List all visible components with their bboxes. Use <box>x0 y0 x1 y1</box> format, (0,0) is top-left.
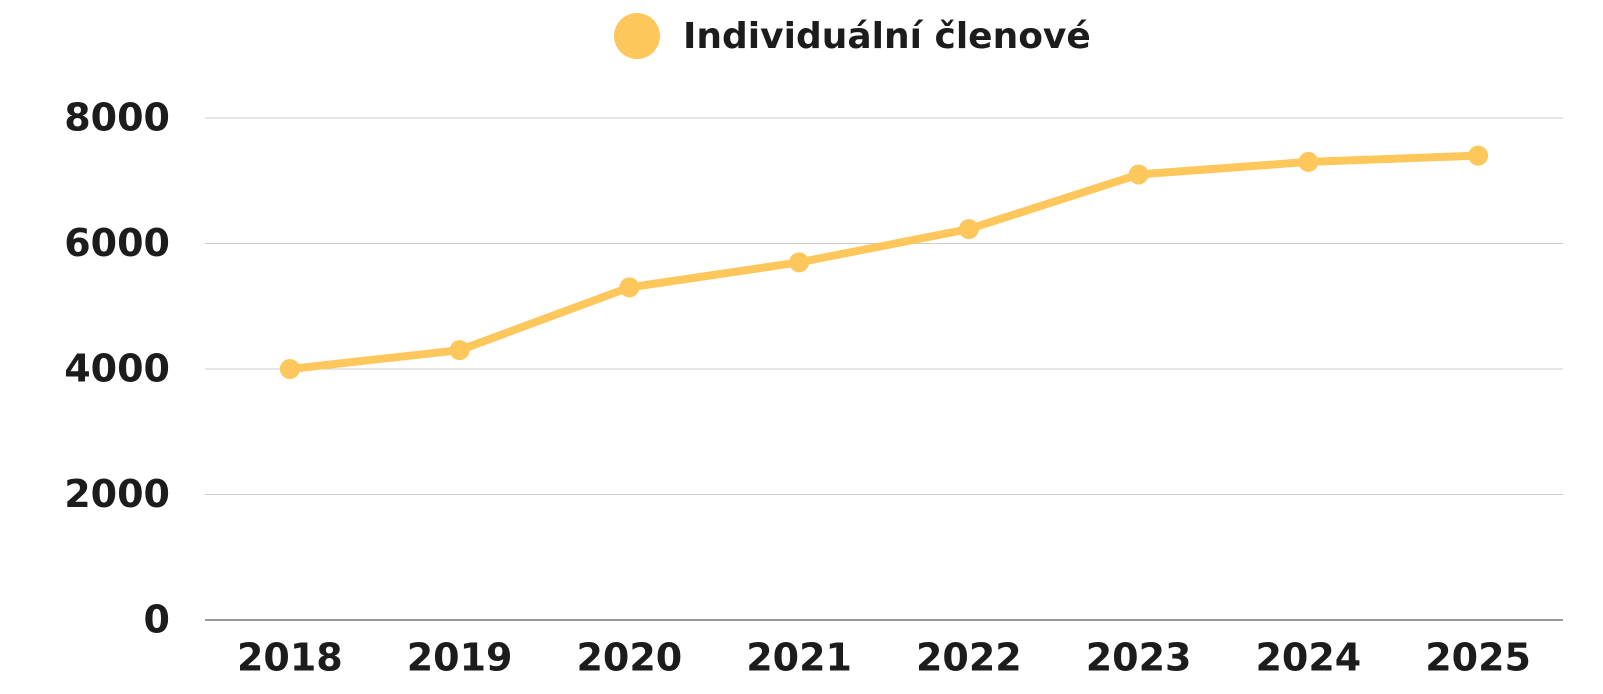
legend-swatch <box>614 13 660 59</box>
x-tick-label: 2022 <box>916 636 1022 680</box>
point <box>279 359 300 379</box>
point <box>789 252 810 273</box>
y-tick-label: 2000 <box>64 472 170 516</box>
point <box>449 340 470 361</box>
x-tick-label: 2024 <box>1255 636 1361 680</box>
x-tick-label: 2023 <box>1086 636 1192 680</box>
point <box>619 277 640 298</box>
x-tick-label: 2018 <box>237 636 343 680</box>
x-tick-label: 2019 <box>407 636 513 680</box>
y-tick-label: 4000 <box>64 347 170 391</box>
x-tick-label: 2020 <box>576 636 682 680</box>
point <box>1128 164 1149 185</box>
y-tick-label: 8000 <box>64 96 170 140</box>
x-tick-label: 2021 <box>746 636 852 680</box>
point <box>958 219 979 240</box>
legend-label: Individuální členové <box>683 16 1091 57</box>
y-tick-label: 6000 <box>64 221 170 265</box>
line <box>289 151 1479 373</box>
point <box>1298 151 1319 172</box>
point <box>1468 145 1489 166</box>
x-tick-label: 2025 <box>1425 636 1531 680</box>
y-tick-label: 0 <box>144 598 170 642</box>
